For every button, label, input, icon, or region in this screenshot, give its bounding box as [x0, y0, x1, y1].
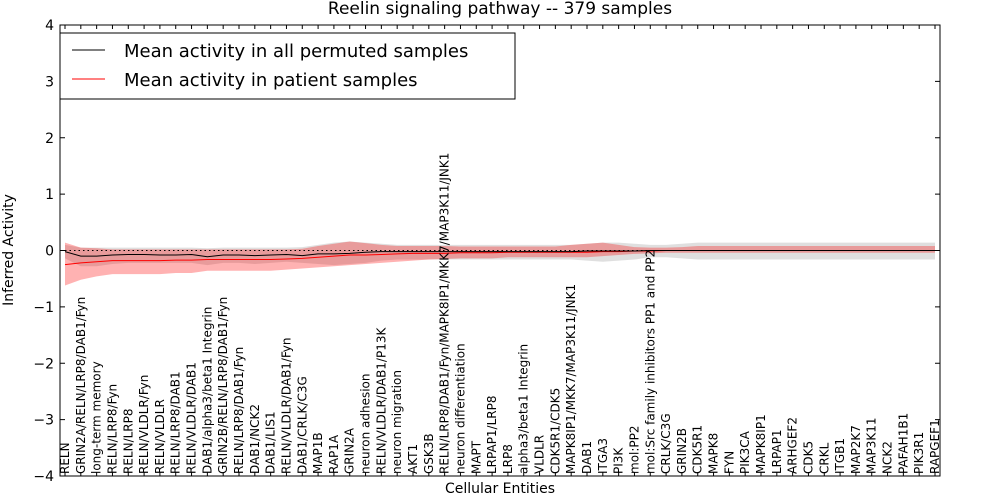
x-tick-label: GSK3B [422, 433, 436, 474]
x-tick-label: DAB1/CRLK/C3G [295, 376, 309, 474]
x-tick-label: MAP2K7 [849, 425, 863, 474]
y-tick-label: −3 [33, 413, 54, 429]
y-tick-label: 4 [45, 18, 54, 34]
x-tick-label: CDK5R1 [691, 425, 705, 474]
confidence-bands [65, 241, 935, 286]
x-tick-label: CDK5 [801, 441, 815, 474]
chart-title: Reelin signaling pathway -- 379 samples [328, 0, 672, 19]
x-tick-label: LRPAP1/LRP8 [485, 395, 499, 474]
band-patient [65, 241, 935, 286]
x-tick-label: alpha3/beta1 Integrin [517, 344, 531, 474]
x-tick-label: PIK3R1 [912, 432, 926, 474]
x-tick-label: neuron migration [390, 370, 404, 474]
x-tick-label: CDK5R1/CDK5 [548, 388, 562, 474]
x-axis: RELN GRIN2A/RELN/LRP8/DAB1/Fyn long-term m… [58, 25, 942, 476]
x-tick-label: VLDLR [533, 435, 547, 474]
y-tick-label: −2 [33, 356, 54, 372]
y-axis: −4 −3 −2 −1 0 1 2 3 4 [33, 18, 940, 485]
y-tick-label: −1 [33, 300, 54, 316]
x-tick-label: MAPT [469, 440, 483, 474]
x-tick-label: LRPAP1 [770, 429, 784, 474]
y-tick-label: −4 [33, 469, 54, 485]
legend-box [59, 32, 516, 100]
x-tick-label: PIK3CA [738, 430, 752, 474]
y-tick-label: 0 [45, 244, 54, 260]
series-lines [64, 250, 935, 266]
x-tick-label: MAPK8IP1 [754, 414, 768, 474]
x-tick-label: MAPK8 [707, 433, 721, 474]
x-tick-label: RELN/LRP8/DAB1/Fyn [232, 347, 246, 474]
series-line-permuted [64, 250, 935, 258]
x-tick-label: RELN/VLDLR/DAB1 [185, 362, 199, 474]
x-tick-label: DAB1 [580, 441, 594, 474]
x-tick-label: RELN/VLDLR [153, 399, 167, 474]
x-tick-label: RELN/VLDLR/DAB1/P13K [374, 327, 388, 474]
legend: Mean activity in all permuted samples Me… [59, 32, 516, 100]
x-tick-label: DAB1/alpha3/beta1 Integrin [200, 307, 214, 474]
band-permuted [65, 241, 935, 267]
y-tick-label: 1 [45, 187, 54, 203]
x-tick-label: DAB1/NCK2 [248, 404, 262, 474]
x-tick-label: RELN [58, 442, 72, 474]
x-tick-label: GRIN2B/RELN/LRP8/DAB1/Fyn [216, 297, 230, 474]
x-tick-label: MAP3K11 [865, 417, 879, 474]
x-tick-label: GRIN2A/RELN/LRP8/DAB1/Fyn [74, 297, 88, 474]
x-tick-label: FYN [722, 451, 736, 474]
legend-label-patient: Mean activity in patient samples [124, 70, 418, 91]
x-tick-label: GRIN2A [343, 427, 357, 474]
x-tick-label: PI3K [612, 447, 626, 474]
x-tick-label: MAP1B [311, 432, 325, 474]
x-tick-label: ITGA3 [596, 438, 610, 474]
x-tick-label: ITGB1 [833, 438, 847, 474]
y-tick-label: 2 [45, 131, 54, 147]
x-axis-label: Cellular Entities [445, 481, 555, 497]
x-tick-label: CRLK/C3G [659, 413, 673, 474]
x-tick-label: GRIN2B [675, 428, 689, 474]
x-tick-label: LRP8 [501, 444, 515, 474]
x-tick-label: RELN/VLDLR/DAB1/Fyn [279, 338, 293, 474]
x-tick-label: RELN/LRP8/DAB1 [169, 371, 183, 474]
x-tick-label: RELN/LRP8/Fyn [105, 384, 119, 474]
x-tick-label: MAPK8IP1/MKK7/MAP3K11/JNK1 [564, 284, 578, 474]
x-tick-label: RAP1A [327, 434, 341, 474]
x-tick-label: AKT1 [406, 444, 420, 474]
x-tick-label: NCK2 [881, 441, 895, 474]
x-tick-label: DAB1/LIS1 [264, 411, 278, 474]
y-tick-label: 3 [45, 74, 54, 90]
x-tick-label: RELN/VLDLR/Fyn [137, 375, 151, 474]
x-tick-label: CRKL [817, 442, 831, 474]
legend-label-permuted: Mean activity in all permuted samples [124, 41, 468, 62]
x-tick-label: ARHGEF2 [786, 417, 800, 474]
x-tick-label: RAPGEF1 [928, 419, 942, 474]
x-tick-label: mol:Src family inhibitors PP1 and PP2 [643, 250, 657, 474]
x-tick-label: long-term memory [90, 361, 104, 474]
x-tick-label: PAFAH1B1 [896, 413, 910, 474]
x-tick-label: neuron differentiation [453, 343, 467, 474]
x-tick-label: RELN/LRP8 [121, 408, 135, 474]
x-tick-label: neuron adhesion [359, 373, 373, 474]
x-tick-label: RELN/LRP8/DAB1/Fyn/MAPK8IP1/MKK7/MAP3K11… [438, 153, 452, 474]
y-axis-label: Inferred Activity [1, 194, 17, 306]
x-tick-label: mol:PP2 [627, 425, 641, 474]
